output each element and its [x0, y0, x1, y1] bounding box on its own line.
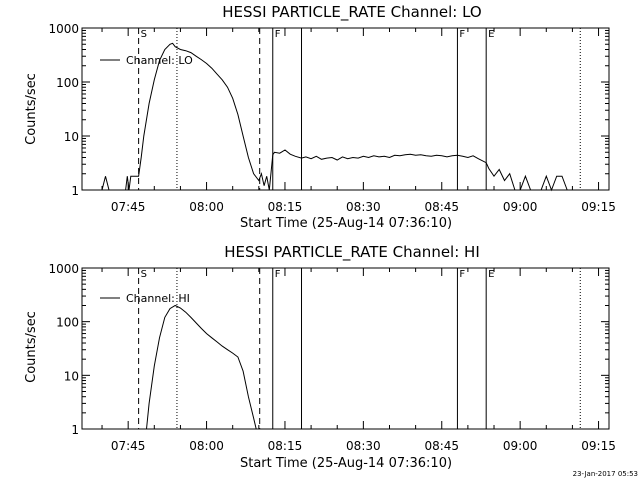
x-tick-label: 08:00 [189, 200, 224, 214]
x-tick-label: 08:45 [424, 200, 459, 214]
x-tick-label: 09:00 [503, 439, 538, 453]
x-tick-label: 08:45 [424, 439, 459, 453]
marker-label: E [488, 29, 494, 40]
x-tick-label: 08:15 [268, 200, 303, 214]
plot-frame [81, 27, 610, 191]
plot-frame [81, 267, 610, 430]
y-tick-label: 100 [56, 76, 79, 90]
x-axis-label: Start Time (25-Aug-14 07:36:10) [240, 216, 452, 231]
marker-label: S [141, 29, 147, 40]
chart-panel-lo: HESSI PARTICLE_RATE Channel: LO Counts/s… [24, 3, 616, 231]
x-tick-label: 08:15 [268, 439, 303, 453]
chart-title: HESSI PARTICLE_RATE Channel: HI [224, 243, 480, 262]
series-curves [101, 42, 568, 192]
marker-label: F [459, 269, 465, 280]
x-tick-label: 09:15 [581, 200, 616, 214]
series-curves [146, 304, 257, 430]
y-tick-label: 100 [56, 316, 79, 330]
y-tick-label: 10 [64, 130, 79, 144]
chart-panel-hi: HESSI PARTICLE_RATE Channel: HI Counts/s… [24, 243, 616, 471]
y-tick-label: 10 [64, 369, 79, 383]
marker-label: F [275, 29, 281, 40]
timestamp: 23-Jan-2017 05:53 [573, 470, 638, 478]
x-tick-label: 07:45 [111, 200, 146, 214]
y-axis-label: Counts/sec [24, 73, 39, 145]
axis-ticks: 1 10 100 1000 07:45 08:00 08:15 08:30 08:45 09:00… [48, 262, 615, 453]
marker-label: E [488, 269, 494, 280]
series-line [146, 304, 257, 430]
x-axis-label: Start Time (25-Aug-14 07:36:10) [240, 456, 452, 471]
marker-label: S [141, 269, 147, 280]
x-tick-label: 08:30 [346, 439, 381, 453]
axis-ticks: 1 10 100 1000 07:45 08:00 08:15 08:30 08:45 09:00… [48, 22, 615, 214]
marker-label: F [275, 269, 281, 280]
x-tick-label: 08:00 [189, 439, 224, 453]
legend-label: Channel: HI [126, 292, 190, 305]
y-tick-label: 1 [71, 423, 79, 437]
y-tick-label: 1000 [48, 22, 79, 36]
x-tick-label: 08:30 [346, 200, 381, 214]
x-tick-label: 09:15 [581, 439, 616, 453]
y-tick-label: 1000 [48, 262, 79, 276]
x-tick-label: 07:45 [111, 439, 146, 453]
x-tick-label: 09:00 [503, 200, 538, 214]
marker-label: F [459, 29, 465, 40]
y-axis-label: Counts/sec [24, 311, 39, 383]
y-tick-label: 1 [71, 184, 79, 198]
series-line [101, 42, 568, 192]
chart-title: HESSI PARTICLE_RATE Channel: LO [222, 3, 481, 22]
